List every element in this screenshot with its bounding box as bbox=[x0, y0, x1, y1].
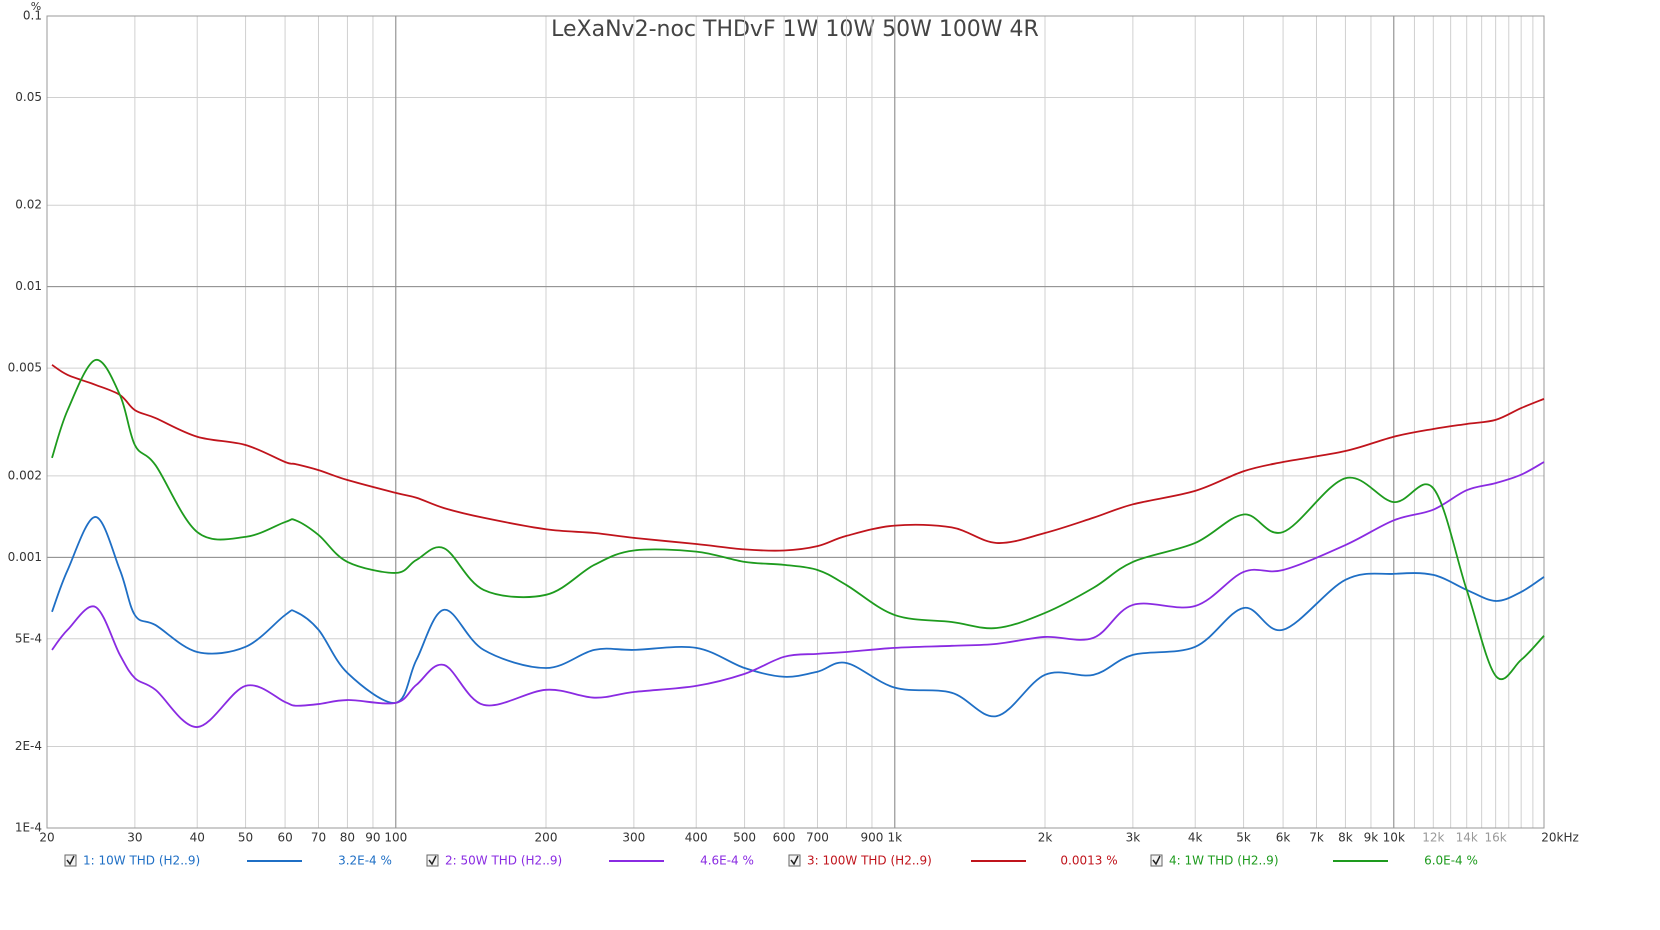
x-tick-label: 10k bbox=[1383, 831, 1405, 845]
legend-check bbox=[428, 855, 437, 866]
x-tick-label: 9k bbox=[1364, 831, 1379, 845]
x-tick-label: 14k bbox=[1456, 831, 1478, 845]
x-tick-label: 8k bbox=[1338, 831, 1353, 845]
legend-cursor-value: 6.0E-4 % bbox=[1424, 854, 1478, 868]
legend-label[interactable]: 4: 1W THD (H2..9) bbox=[1169, 854, 1279, 868]
y-tick-label: 0.001 bbox=[8, 550, 42, 564]
legend-checkbox[interactable] bbox=[788, 854, 801, 867]
x-tick-label: 30 bbox=[127, 831, 142, 845]
legend-checkbox[interactable] bbox=[1150, 854, 1163, 867]
legend-check bbox=[790, 855, 799, 866]
y-tick-label: 0.005 bbox=[8, 361, 42, 375]
x-tick-label: 20kHz bbox=[1541, 831, 1579, 845]
x-tick-label: 90 bbox=[365, 831, 380, 845]
legend-checkbox[interactable] bbox=[64, 854, 77, 867]
x-tick-label: 300 bbox=[622, 831, 645, 845]
legend-label[interactable]: 3: 100W THD (H2..9) bbox=[807, 854, 932, 868]
x-tick-label: 2k bbox=[1038, 831, 1053, 845]
x-tick-label: 700 bbox=[806, 831, 829, 845]
x-tick-label: 50 bbox=[238, 831, 253, 845]
series-line bbox=[51, 359, 1545, 681]
legend-cursor-value: 0.0013 % bbox=[1060, 854, 1117, 868]
y-tick-label: 5E-4 bbox=[15, 631, 42, 645]
y-tick-label: 2E-4 bbox=[15, 739, 42, 753]
legend-check bbox=[66, 855, 75, 866]
x-tick-label: 400 bbox=[685, 831, 708, 845]
x-tick-label: 3k bbox=[1126, 831, 1141, 845]
x-tick-label: 70 bbox=[311, 831, 326, 845]
legend-cursor-value: 4.6E-4 % bbox=[700, 854, 754, 868]
x-tick-label: 40 bbox=[190, 831, 205, 845]
x-tick-label: 6k bbox=[1276, 831, 1291, 845]
x-tick-label: 500 bbox=[733, 831, 756, 845]
y-tick-label: 0.002 bbox=[8, 468, 42, 482]
x-tick-label: 7k bbox=[1309, 831, 1324, 845]
x-tick-label: 16k bbox=[1485, 831, 1507, 845]
x-tick-label: 100 bbox=[384, 831, 407, 845]
x-tick-label: 4k bbox=[1188, 831, 1203, 845]
x-tick-label: 60 bbox=[277, 831, 292, 845]
x-tick-label: 80 bbox=[340, 831, 355, 845]
x-tick-label: 1k bbox=[887, 831, 902, 845]
x-tick-label: 5k bbox=[1236, 831, 1251, 845]
series-line bbox=[51, 461, 1545, 728]
legend-cursor-value: 3.2E-4 % bbox=[338, 854, 392, 868]
y-unit: % bbox=[31, 0, 41, 13]
x-tick-label: 900 bbox=[860, 831, 883, 845]
chart-title: LeXaNv2-noc THDvF 1W 10W 50W 100W 4R bbox=[551, 17, 1039, 42]
y-tick-label: 0.02 bbox=[15, 198, 42, 212]
legend-checkbox[interactable] bbox=[426, 854, 439, 867]
y-tick-label: 1E-4 bbox=[15, 821, 42, 835]
series-line bbox=[51, 516, 1545, 718]
series-line bbox=[51, 364, 1545, 552]
x-tick-label: 200 bbox=[535, 831, 558, 845]
legend-check bbox=[1152, 855, 1161, 866]
y-tick-label: 0.1 bbox=[23, 9, 42, 23]
x-tick-label: 12k bbox=[1422, 831, 1444, 845]
plot-frame bbox=[46, 15, 1545, 829]
legend-label[interactable]: 1: 10W THD (H2..9) bbox=[83, 854, 200, 868]
legend-label[interactable]: 2: 50W THD (H2..9) bbox=[445, 854, 562, 868]
y-tick-label: 0.01 bbox=[15, 279, 42, 293]
x-tick-label: 600 bbox=[773, 831, 796, 845]
y-tick-label: 0.05 bbox=[15, 90, 42, 104]
x-tick-label: 20 bbox=[39, 831, 54, 845]
